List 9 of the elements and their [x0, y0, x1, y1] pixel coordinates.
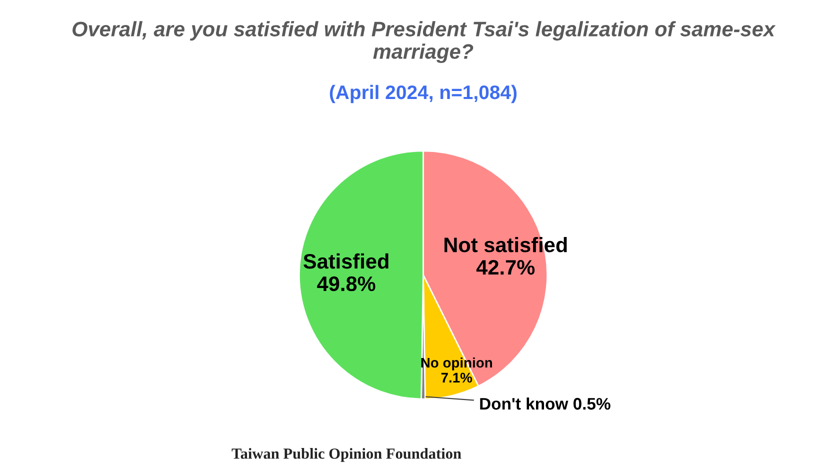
data-label: 42.7%	[476, 260, 535, 275]
data-label: 49.8%	[317, 276, 376, 292]
slice-label: Not satisfied	[444, 237, 567, 252]
chart-title: Overall, are you satisfied with President Tsai's legalization of same-sex marriage?	[72, 21, 776, 64]
data-label: 7.1%	[441, 372, 472, 383]
slice-label: Satisfied	[303, 253, 388, 269]
chart-subtitle: (April 2024, n=1,084)	[330, 84, 517, 104]
slice-label: Don't know 0.5%	[480, 397, 610, 410]
text: Taiwan Public Opinion Foundation	[232, 448, 462, 462]
